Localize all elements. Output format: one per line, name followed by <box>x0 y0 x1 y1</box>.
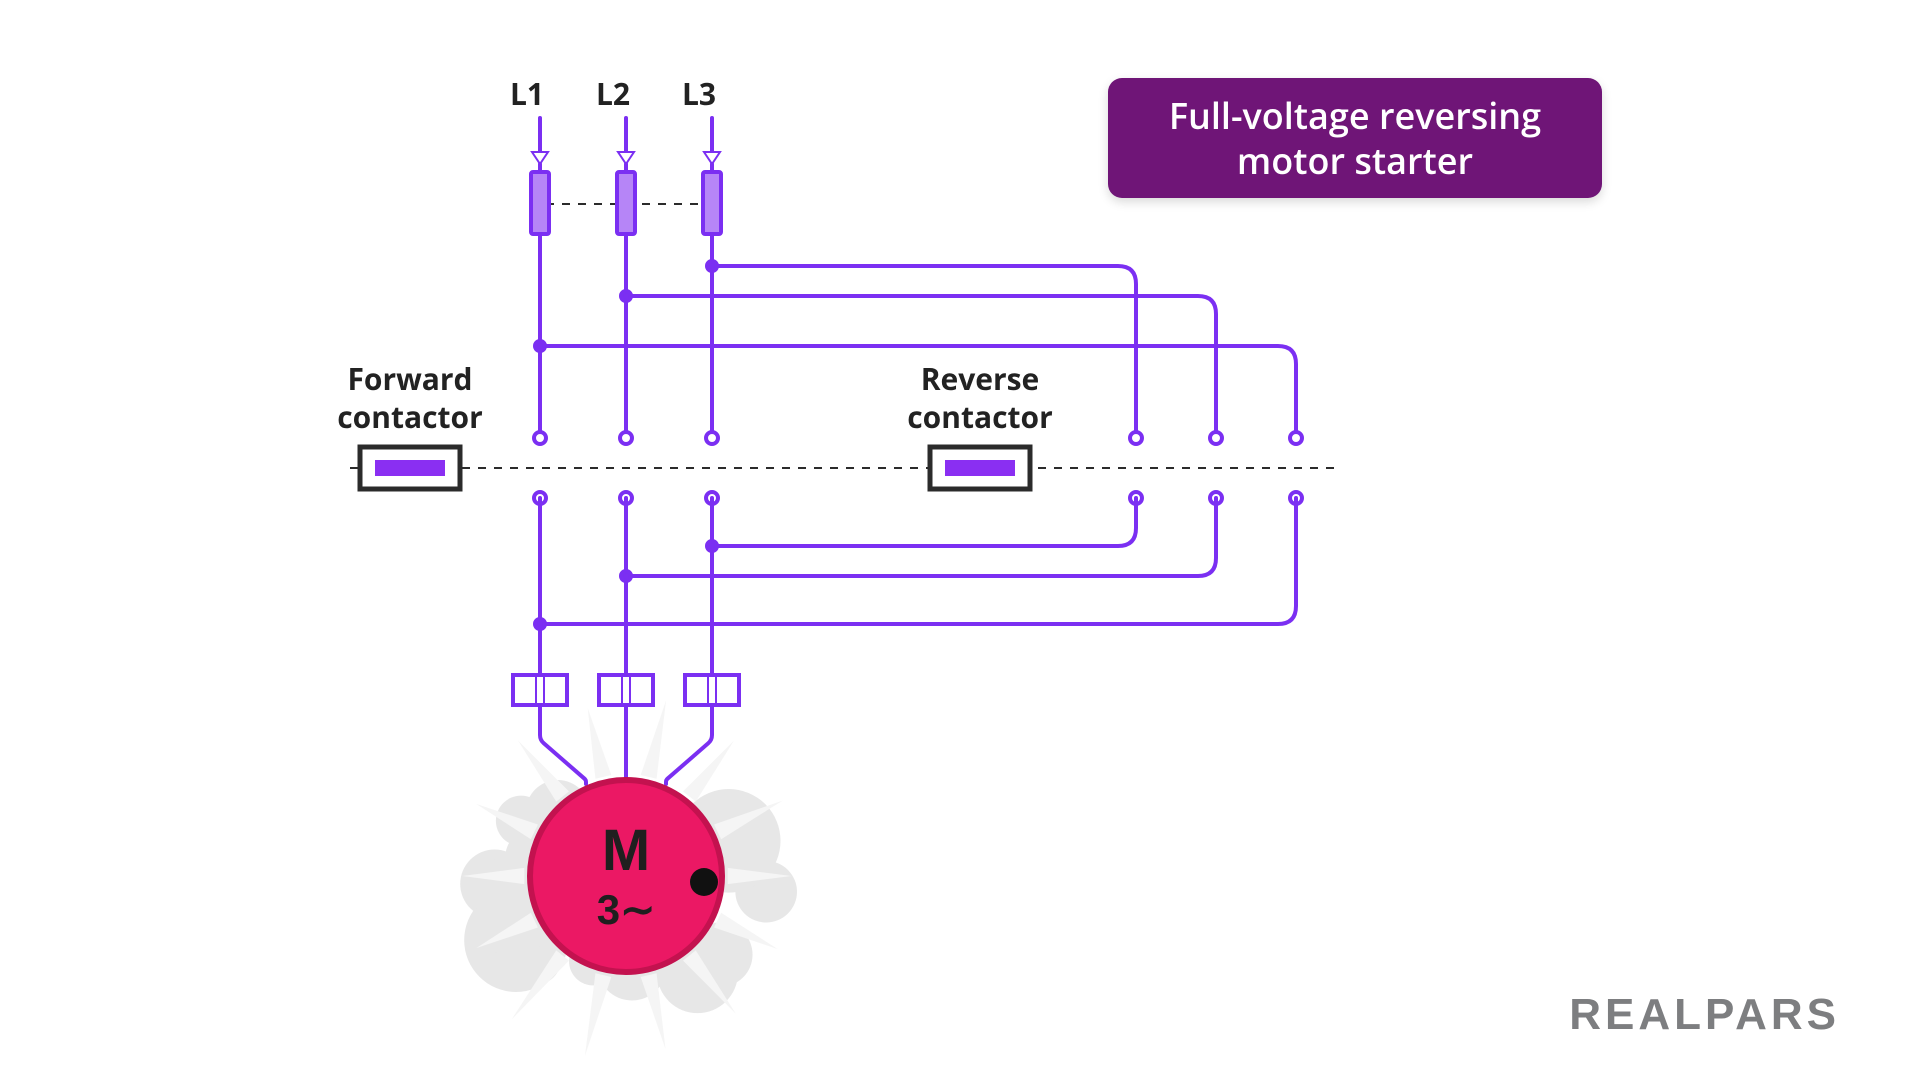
svg-text:3∼: 3∼ <box>597 886 656 933</box>
brand-logo: REALPARS <box>1569 990 1840 1040</box>
svg-text:M: M <box>602 818 650 883</box>
label-l3: L3 <box>549 75 849 113</box>
wiring-diagram: M3∼ <box>0 0 1920 1080</box>
diagram-stage: { "title": { "text": "Full-voltage rever… <box>0 0 1920 1080</box>
label-reverse-contactor: Reversecontactor <box>830 360 1130 435</box>
title-box: Full-voltage reversingmotor starter <box>1108 78 1602 198</box>
title-text: Full-voltage reversingmotor starter <box>1169 93 1541 183</box>
label-forward-contactor: Forwardcontactor <box>260 360 560 435</box>
